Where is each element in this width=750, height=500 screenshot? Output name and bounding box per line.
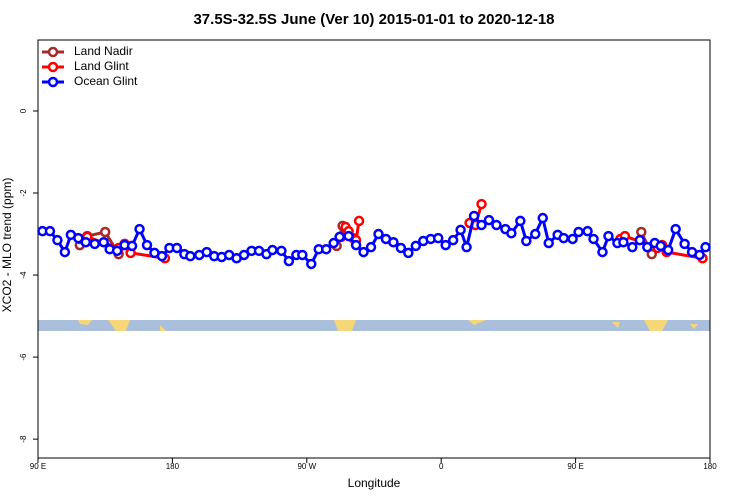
x-tick-label: 0 bbox=[439, 462, 444, 471]
data-point bbox=[634, 234, 646, 246]
y-tick-label: -4 bbox=[19, 271, 28, 279]
data-point bbox=[483, 214, 495, 226]
legend-marker bbox=[47, 46, 59, 58]
data-point bbox=[627, 241, 638, 253]
data-point bbox=[597, 246, 608, 258]
data-point bbox=[141, 239, 153, 251]
data-point bbox=[476, 198, 487, 210]
data-point bbox=[694, 249, 705, 261]
legend-label: Ocean Glint bbox=[74, 74, 138, 88]
data-point bbox=[156, 250, 168, 262]
data-point bbox=[44, 225, 56, 237]
y-tick-label: 0 bbox=[19, 108, 28, 113]
data-point bbox=[618, 236, 629, 248]
data-point bbox=[410, 240, 422, 252]
x-tick-label: 180 bbox=[166, 462, 180, 471]
x-tick-label: 90 E bbox=[30, 462, 46, 471]
data-point bbox=[558, 232, 569, 244]
legend-marker bbox=[47, 76, 59, 88]
data-point bbox=[111, 245, 123, 257]
data-point bbox=[185, 250, 196, 262]
data-point bbox=[297, 249, 308, 261]
data-point bbox=[59, 246, 71, 258]
data-point bbox=[588, 233, 599, 245]
data-point bbox=[80, 236, 92, 248]
data-point bbox=[238, 249, 250, 261]
data-point bbox=[201, 246, 212, 258]
data-point bbox=[98, 236, 109, 248]
y-tick-label: -8 bbox=[19, 435, 28, 443]
data-point bbox=[440, 239, 451, 251]
data-point bbox=[276, 245, 287, 257]
data-point bbox=[662, 244, 674, 256]
data-point bbox=[461, 241, 472, 253]
data-point bbox=[567, 233, 578, 245]
data-point bbox=[447, 234, 459, 246]
data-point bbox=[89, 238, 100, 250]
data-point bbox=[700, 241, 711, 253]
data-point bbox=[646, 248, 658, 260]
data-point bbox=[328, 237, 339, 249]
x-axis-label: Longitude bbox=[348, 476, 401, 490]
data-point bbox=[126, 240, 138, 252]
data-point bbox=[476, 219, 487, 231]
y-tick-label: -2 bbox=[19, 189, 28, 197]
x-tick-label: 90 E bbox=[567, 462, 583, 471]
data-point bbox=[334, 231, 345, 243]
data-point bbox=[655, 240, 666, 252]
data-point bbox=[350, 239, 362, 251]
data-point bbox=[283, 255, 295, 267]
data-point bbox=[432, 232, 444, 244]
chart-title: 37.5S-32.5S June (Ver 10) 2015-01-01 to … bbox=[193, 11, 554, 28]
data-point bbox=[642, 241, 653, 253]
legend-label: Land Nadir bbox=[74, 44, 133, 58]
data-point bbox=[491, 219, 502, 231]
data-point bbox=[365, 241, 377, 253]
data-point bbox=[573, 226, 584, 238]
data-point bbox=[373, 228, 384, 240]
data-point bbox=[171, 242, 183, 254]
data-point bbox=[99, 226, 111, 238]
data-point bbox=[537, 212, 548, 224]
data-point bbox=[73, 232, 84, 244]
data-point bbox=[267, 244, 278, 256]
data-point bbox=[403, 247, 414, 259]
data-point bbox=[506, 227, 517, 239]
data-point bbox=[521, 235, 532, 247]
data-point bbox=[320, 243, 332, 255]
data-point bbox=[395, 242, 407, 254]
x-tick-label: 180 bbox=[703, 462, 717, 471]
data-point bbox=[455, 224, 466, 236]
data-point bbox=[353, 215, 365, 227]
data-point bbox=[636, 226, 647, 238]
data-point bbox=[670, 223, 681, 235]
data-point bbox=[679, 238, 690, 250]
x-tick-label: 90 W bbox=[297, 462, 316, 471]
data-point bbox=[582, 225, 593, 237]
y-axis-label: XCO2 - MLO trend (ppm) bbox=[0, 178, 14, 313]
data-point bbox=[515, 215, 526, 227]
data-point bbox=[543, 237, 554, 249]
data-point bbox=[358, 246, 369, 258]
data-point bbox=[134, 223, 145, 235]
data-point bbox=[388, 236, 399, 248]
data-point bbox=[343, 230, 354, 242]
land-map-strip bbox=[38, 320, 710, 331]
legend-marker bbox=[47, 61, 59, 73]
data-point bbox=[306, 258, 317, 270]
legend-label: Land Glint bbox=[74, 59, 129, 73]
data-point bbox=[468, 210, 480, 222]
data-point bbox=[603, 230, 614, 242]
data-point bbox=[530, 228, 541, 240]
data-point bbox=[52, 234, 63, 246]
y-tick-label: -6 bbox=[19, 353, 28, 361]
